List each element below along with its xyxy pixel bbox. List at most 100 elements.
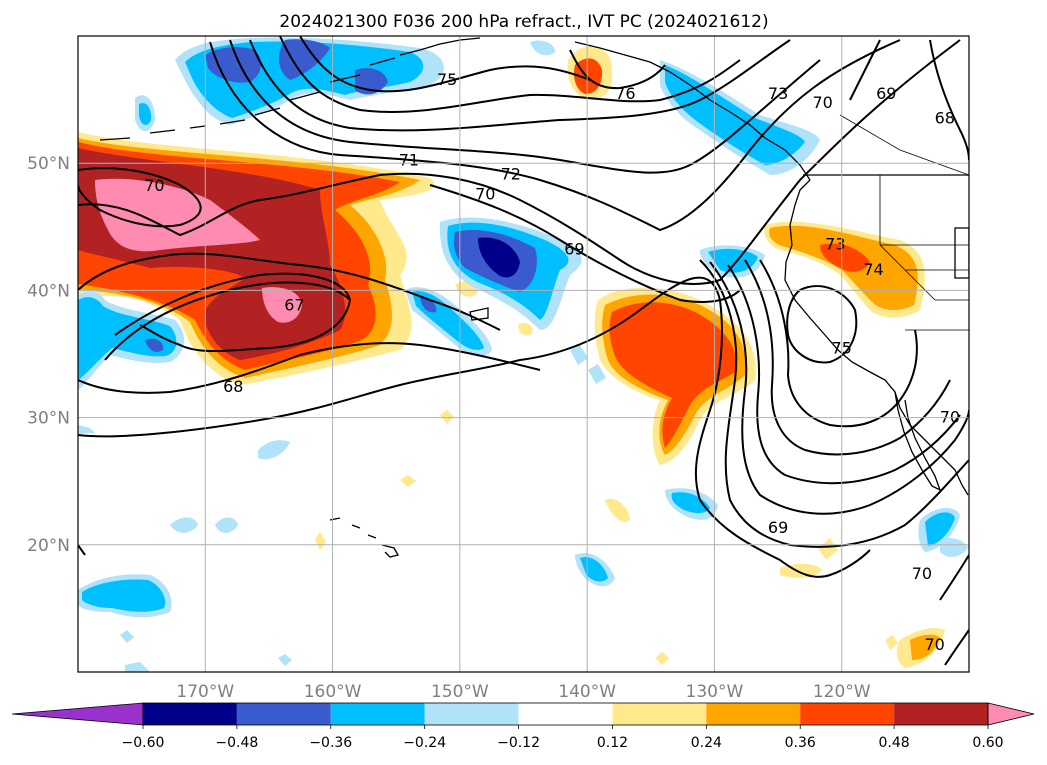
positive-patch-11 <box>885 635 898 650</box>
y-tick-label: 50°N <box>27 154 70 174</box>
negative-patch-north-2 <box>530 40 555 56</box>
colorbar-tick-label: −0.60 <box>122 735 165 751</box>
x-tick-label: 150°W <box>431 682 489 702</box>
contour-label: 70 <box>924 635 944 654</box>
negative-patch-14 <box>125 662 150 672</box>
contour-72 <box>229 39 821 174</box>
contour-69-west <box>78 252 501 331</box>
coastlines <box>99 37 969 558</box>
negative-patch-13 <box>940 537 968 557</box>
y-tick-labels: 20°N 30°N 40°N 50°N <box>27 154 70 556</box>
colorbar-tick-label: 0.60 <box>972 735 1003 751</box>
colorbar-segment <box>143 703 237 725</box>
colorbar-extend-min <box>11 702 144 726</box>
contour-73-north <box>249 39 791 132</box>
contour-72-south <box>727 264 961 485</box>
contour-label: 69 <box>768 518 788 537</box>
colorbar-tick-label: −0.12 <box>497 735 540 751</box>
baja-california <box>894 391 942 492</box>
contour-label: 69 <box>564 239 584 258</box>
positive-patch-3 <box>440 410 454 424</box>
alaska-coast <box>399 37 811 181</box>
positive-region-west-pink-2 <box>262 287 302 323</box>
x-tick-labels: 170°W 160°W 150°W 140°W 130°W 120°W <box>176 682 870 702</box>
great-salt-lake-box <box>954 227 969 279</box>
positive-patch-north-inner <box>574 58 603 94</box>
colorbar-frame <box>142 702 989 726</box>
contour-label: 69 <box>876 84 896 103</box>
contour-70-se <box>939 554 969 601</box>
contour-label: 67 <box>284 295 304 314</box>
negative-patch-10 <box>78 425 95 434</box>
contour-69-east <box>849 39 881 101</box>
gridlines <box>78 36 969 672</box>
positive-patch-2 <box>518 323 533 336</box>
negative-region-north-blue-2 <box>278 39 330 80</box>
positive-patch-4 <box>400 475 416 487</box>
colorbar-tick-label: −0.36 <box>309 735 352 751</box>
colorbar-tick-label: −0.24 <box>403 735 446 751</box>
contour-68-east <box>929 39 969 161</box>
negative-patch-6 <box>170 517 198 533</box>
contour-label: 70 <box>940 407 960 426</box>
contour-73-cal <box>744 259 951 456</box>
negative-patch-8 <box>570 345 588 365</box>
negative-region-north-blue <box>205 47 262 83</box>
contour-label: 74 <box>863 260 883 279</box>
x-tick-label: 140°W <box>558 682 616 702</box>
negative-patch-alaska-west-inner <box>139 102 152 125</box>
colorbar-segment <box>518 703 613 725</box>
colorbar-segment <box>800 703 895 725</box>
contour-label: 76 <box>615 84 635 103</box>
negative-region-center-navy <box>478 237 520 278</box>
colorbar-tick-label: 0.24 <box>691 735 722 751</box>
aleutian-islands <box>99 57 396 141</box>
positive-patch-10-inner <box>910 634 940 660</box>
positive-patch-5 <box>605 498 630 522</box>
y-tick-label: 40°N <box>27 281 70 301</box>
negative-patch-9 <box>588 364 606 384</box>
contour-label: 70 <box>475 185 495 204</box>
contour-71-south <box>709 261 969 515</box>
negative-patch-2-inner <box>671 492 710 514</box>
contour-75-cal <box>786 285 858 364</box>
x-tick-label: 130°W <box>686 682 744 702</box>
positive-region-california-red <box>820 243 870 272</box>
negative-patch-12 <box>278 654 292 666</box>
chart-title: 2024021300 F036 200 hPa refract., IVT PC… <box>279 12 768 32</box>
positive-region-central-red <box>609 302 736 448</box>
contour-label: 70 <box>912 564 932 583</box>
contour-69-south <box>78 276 871 578</box>
x-tick-label: 160°W <box>304 682 362 702</box>
negative-region-west-blue <box>145 338 164 352</box>
colorbar-tick-label: 0.12 <box>597 735 628 751</box>
colorbar-segment <box>236 703 331 725</box>
contour-label: 70 <box>144 176 164 195</box>
colorbar-segment <box>424 703 519 725</box>
x-tick-label: 170°W <box>176 682 234 702</box>
positive-region-west-pink <box>95 178 260 252</box>
x-tick-label: 120°W <box>813 682 871 702</box>
colorbar-segment <box>706 703 801 725</box>
north-america-west-coast <box>784 179 969 496</box>
refractivity-contours <box>78 36 969 666</box>
positive-patch-6 <box>315 532 326 550</box>
map-frame <box>77 35 970 673</box>
positive-patch-7 <box>655 652 669 665</box>
negative-region-southwest-cyan <box>82 579 166 612</box>
contour-70-west <box>78 167 202 228</box>
colorbar-tick-label: −0.48 <box>215 735 258 751</box>
contour-label: 73 <box>825 234 845 253</box>
negative-patch-11 <box>120 630 134 643</box>
hawaii-islands <box>329 517 399 558</box>
contour-70-mid <box>78 39 961 285</box>
colorbar-segment <box>330 703 425 725</box>
negative-patch-7 <box>215 517 238 533</box>
colorbar: −0.60 −0.48 −0.36 −0.24 −0.12 0.12 0.24 0.36 0.4… <box>11 702 1035 751</box>
colorbar-segment <box>894 703 988 725</box>
contour-label: 75 <box>437 70 457 89</box>
colorbar-extend-max <box>987 702 1035 726</box>
contour-label: 73 <box>768 84 788 103</box>
